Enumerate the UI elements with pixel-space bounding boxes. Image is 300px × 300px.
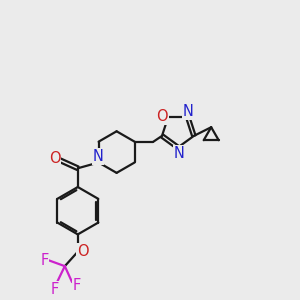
Text: F: F — [73, 278, 81, 293]
Text: F: F — [40, 253, 48, 268]
Text: N: N — [183, 104, 194, 119]
Text: N: N — [174, 146, 184, 161]
Text: F: F — [51, 282, 59, 297]
Text: N: N — [93, 149, 104, 164]
Text: O: O — [157, 109, 168, 124]
Text: O: O — [49, 151, 61, 166]
Text: O: O — [77, 244, 89, 259]
